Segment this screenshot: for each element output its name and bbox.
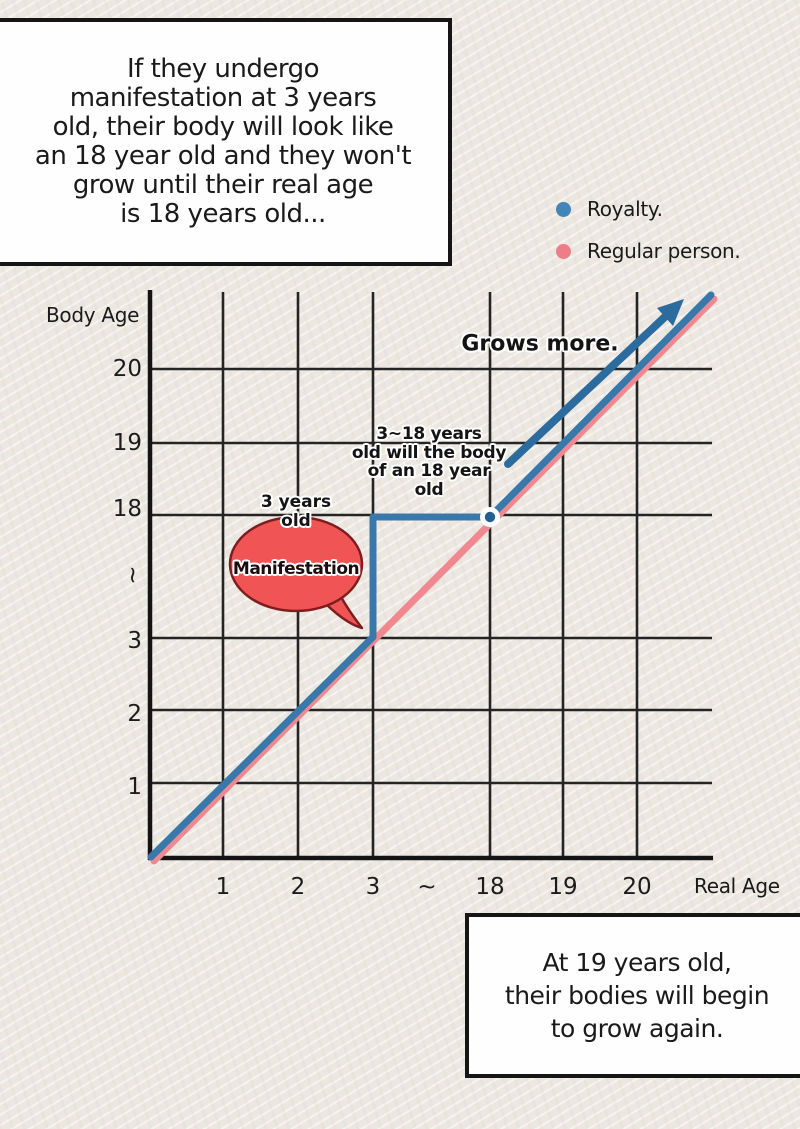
manifestation-bubble-label: Manifestation: [232, 559, 360, 579]
x-tick-label: 2: [290, 874, 306, 900]
top-note-line: an 18 year old and they won't: [34, 141, 412, 171]
bubble-age-label-line: 3 years: [260, 492, 332, 512]
x-tick-label: 20: [622, 874, 652, 900]
y-tick-label: ~: [119, 565, 146, 585]
bubble-age-label-line: old: [281, 511, 311, 531]
top-note-line: manifestation at 3 years: [69, 83, 377, 113]
y-tick-label: 20: [112, 356, 142, 382]
growth-annotation: Grows more.: [461, 331, 619, 357]
growth-arrow-head: [657, 299, 684, 326]
royalty-dot-icon: [556, 201, 571, 217]
plateau-annotation-line: 3~18 years: [376, 424, 482, 444]
plateau-annotation: 3~18 years old will the body of an 18 ye…: [351, 424, 507, 500]
x-tick-label: 18: [475, 874, 505, 900]
x-tick-label: 19: [548, 874, 578, 900]
bubble-age-label: 3 years old: [261, 493, 331, 531]
legend-item-royalty: Royalty.: [556, 194, 740, 224]
x-tick-label: ~: [417, 874, 437, 900]
series-line-royalty: [147, 291, 715, 861]
bottom-note-line: At 19 years old,: [542, 948, 732, 977]
top-note-line: grow until their real age: [72, 170, 374, 200]
bottom-note-line: their bodies will begin: [504, 981, 770, 1010]
plateau-annotation-line: old will the body: [351, 442, 507, 463]
regular-person-dot-icon: [556, 243, 571, 259]
top-note-line: old, their body will look like: [52, 112, 394, 142]
legend-item-regular-person: Regular person.: [556, 236, 741, 266]
y-tick-label: 2: [127, 701, 142, 727]
bottom-note-box: At 19 years old, their bodies will begin…: [465, 913, 800, 1078]
growth-arrow-shaft: [504, 310, 672, 468]
bottom-note-line: to grow again.: [550, 1014, 724, 1043]
x-axis-title: Real Age: [694, 874, 780, 898]
marker-18-18: [484, 511, 496, 523]
speech-bubble: [228, 515, 364, 613]
y-tick-label: 3: [127, 628, 142, 654]
top-note-box: If they undergo manifestation at 3 years…: [0, 18, 452, 266]
series-line-regular-person: [150, 295, 718, 865]
x-tick-label: 1: [215, 874, 231, 900]
y-tick-label: 19: [112, 430, 142, 456]
y-axis-title: Body Age: [46, 303, 140, 327]
legend-label: Royalty.: [587, 197, 663, 221]
plateau-annotation-line: old: [414, 479, 444, 500]
y-tick-label: 1: [127, 774, 142, 800]
top-note-line: If they undergo: [126, 54, 320, 84]
y-tick-label: 18: [112, 496, 142, 522]
legend-label: Regular person.: [587, 239, 741, 263]
plateau-annotation-line: of an 18 year: [367, 461, 491, 481]
legend: Royalty. Regular person.: [556, 194, 741, 278]
x-tick-label: 3: [365, 874, 381, 900]
top-note-line: is 18 years old...: [120, 199, 326, 229]
